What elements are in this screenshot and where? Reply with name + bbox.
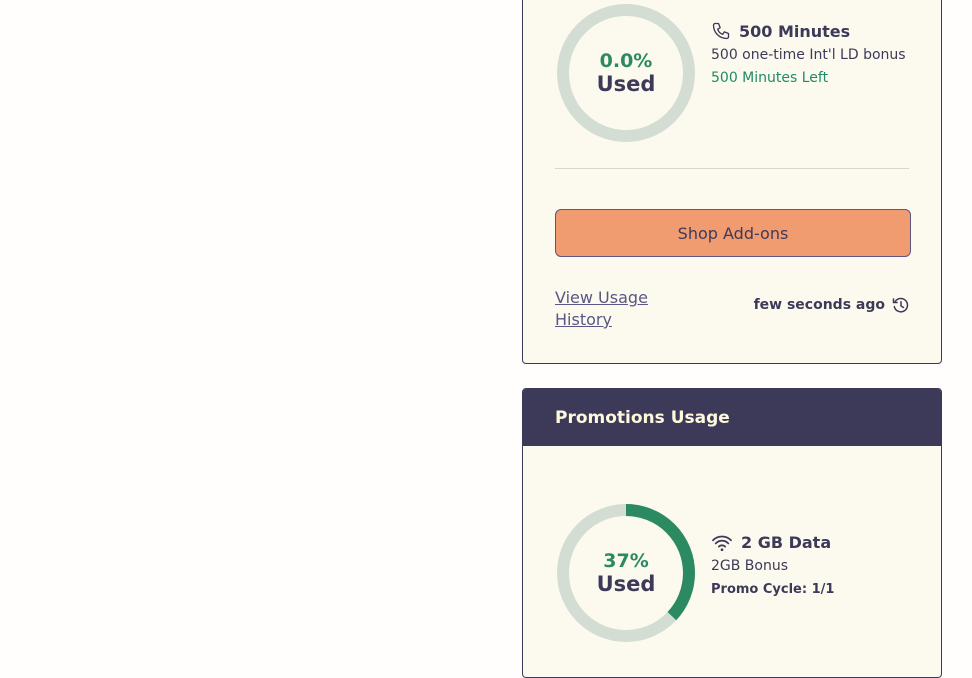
promo-title: 2 GB Data: [741, 533, 832, 552]
usage-info: 500 Minutes 500 one-time Int'l LD bonus …: [711, 21, 911, 87]
phone-icon: [712, 22, 730, 40]
usage-ring-graphic: [557, 4, 695, 142]
promotions-usage-card: Promotions Usage 37% Used 2 GB Data 2GB …: [522, 388, 942, 678]
usage-ring: 0.0% Used: [556, 3, 696, 143]
promo-info: 2 GB Data 2GB Bonus Promo Cycle: 1/1: [711, 533, 911, 597]
last-updated: few seconds ago: [754, 295, 911, 315]
usage-description: 500 one-time Int'l LD bonus: [711, 47, 906, 63]
used-label: Used: [596, 72, 656, 96]
usage-percent: 0.0%: [599, 50, 653, 72]
view-usage-history-link[interactable]: View Usage History: [555, 288, 648, 329]
promo-description: 2GB Bonus: [711, 558, 789, 574]
history-icon[interactable]: [891, 295, 911, 315]
last-updated-text: few seconds ago: [753, 297, 885, 313]
promo-percent: 37%: [603, 550, 649, 572]
shop-add-ons-button[interactable]: Shop Add-ons: [555, 209, 911, 257]
ring-fill: [557, 504, 695, 642]
promo-ring-graphic: [557, 504, 695, 642]
usage-title: 500 Minutes: [739, 21, 851, 41]
promo-cycle: Promo Cycle: 1/1: [711, 582, 835, 597]
used-label: Used: [596, 572, 656, 596]
promotions-header: Promotions Usage: [523, 389, 941, 446]
minutes-left: 500 Minutes Left: [711, 70, 829, 86]
wifi-icon: [712, 535, 732, 551]
ring-track: [557, 4, 695, 142]
minutes-usage-card: 0.0% Used 500 Minutes 500 one-time Int'l…: [522, 0, 942, 364]
promo-usage-ring: 37% Used: [556, 503, 696, 643]
divider: [555, 168, 909, 169]
